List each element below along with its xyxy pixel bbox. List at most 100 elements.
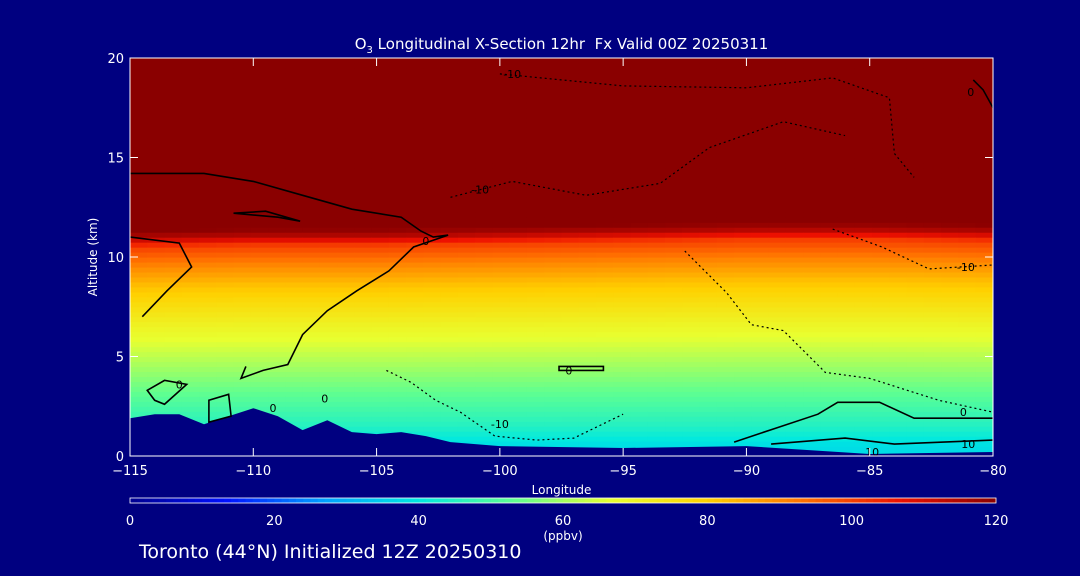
field-cell: [388, 167, 407, 174]
field-cell: [716, 321, 735, 328]
field-cell: [319, 107, 338, 114]
field-cell: [958, 222, 977, 228]
field-cell: [337, 401, 355, 407]
field-cell: [854, 361, 873, 368]
field-cell: [147, 331, 166, 338]
field-cell: [268, 62, 286, 69]
field-cell: [837, 152, 856, 159]
field-cell: [199, 212, 217, 218]
field-cell: [975, 177, 993, 183]
field-cell: [319, 366, 338, 373]
field-cell: [647, 62, 666, 69]
field-cell: [337, 341, 355, 348]
field-cell: [354, 331, 373, 338]
field-cell: [250, 202, 269, 208]
field-cell: [734, 237, 752, 243]
field-cell: [164, 336, 183, 343]
field-cell: [630, 117, 649, 124]
field-cell: [682, 77, 701, 84]
field-cell: [216, 411, 235, 417]
field-cell: [371, 371, 390, 377]
field-cell: [457, 346, 476, 353]
field-cell: [854, 117, 873, 124]
field-cell: [596, 157, 614, 164]
field-cell: [423, 336, 442, 343]
field-cell: [216, 311, 235, 318]
field-cell: [561, 112, 580, 119]
colorbar-segment: [909, 498, 918, 503]
field-cell: [647, 336, 666, 343]
field-cell: [199, 416, 217, 422]
field-cell: [250, 222, 269, 228]
field-cell: [475, 207, 494, 213]
field-cell: [958, 122, 977, 129]
field-cell: [492, 376, 511, 382]
field-cell: [699, 326, 718, 333]
field-cell: [354, 386, 373, 392]
field-cell: [751, 371, 770, 377]
field-cell: [337, 247, 355, 253]
field-cell: [147, 252, 166, 258]
colorbar-segment: [498, 498, 506, 503]
field-cell: [440, 157, 459, 164]
field-cell: [820, 117, 839, 124]
field-cell: [302, 117, 321, 124]
field-cell: [647, 137, 666, 144]
colorbar-segment: [317, 498, 326, 503]
field-cell: [406, 132, 425, 139]
field-cell: [785, 351, 804, 358]
field-cell: [544, 341, 563, 348]
field-cell: [906, 346, 925, 353]
field-cell: [630, 197, 649, 203]
field-cell: [561, 202, 580, 208]
field-cell: [371, 207, 390, 213]
field-cell: [492, 212, 511, 218]
field-cell: [578, 242, 597, 248]
field-cell: [975, 232, 993, 238]
field-cell: [354, 77, 373, 84]
field-cell: [837, 281, 856, 288]
field-cell: [268, 276, 286, 283]
field-cell: [147, 361, 166, 368]
field-cell: [388, 82, 407, 89]
field-cell: [872, 316, 891, 323]
field-cell: [665, 162, 683, 169]
field-cell: [699, 77, 718, 84]
field-cell: [854, 451, 873, 456]
field-cell: [682, 291, 701, 298]
field-cell: [596, 137, 614, 144]
field-cell: [768, 62, 787, 69]
field-cell: [457, 77, 476, 84]
field-cell: [872, 87, 891, 94]
colorbar-segment: [411, 498, 420, 503]
field-cell: [337, 122, 355, 129]
field-cell: [941, 172, 960, 179]
field-cell: [734, 386, 752, 392]
field-cell: [751, 117, 770, 124]
field-cell: [785, 306, 804, 313]
field-cell: [509, 306, 528, 313]
field-cell: [889, 356, 908, 363]
field-cell: [854, 336, 873, 343]
field-cell: [854, 286, 873, 293]
field-cell: [423, 177, 442, 183]
field-cell: [406, 202, 425, 208]
field-cell: [406, 107, 425, 114]
field-cell: [578, 346, 597, 353]
field-cell: [337, 316, 355, 323]
field-cell: [354, 336, 373, 343]
field-cell: [820, 252, 839, 258]
field-cell: [854, 162, 873, 169]
colorbar-segment: [599, 498, 607, 503]
field-cell: [837, 441, 856, 447]
colorbar-segment: [238, 498, 246, 503]
field-cell: [302, 411, 321, 417]
field-cell: [216, 202, 235, 208]
field-cell: [596, 112, 614, 119]
field-cell: [923, 127, 942, 134]
field-cell: [613, 321, 632, 328]
field-cell: [475, 306, 494, 313]
field-cell: [561, 266, 580, 273]
field-cell: [820, 426, 839, 432]
colorbar-segment: [324, 498, 333, 503]
